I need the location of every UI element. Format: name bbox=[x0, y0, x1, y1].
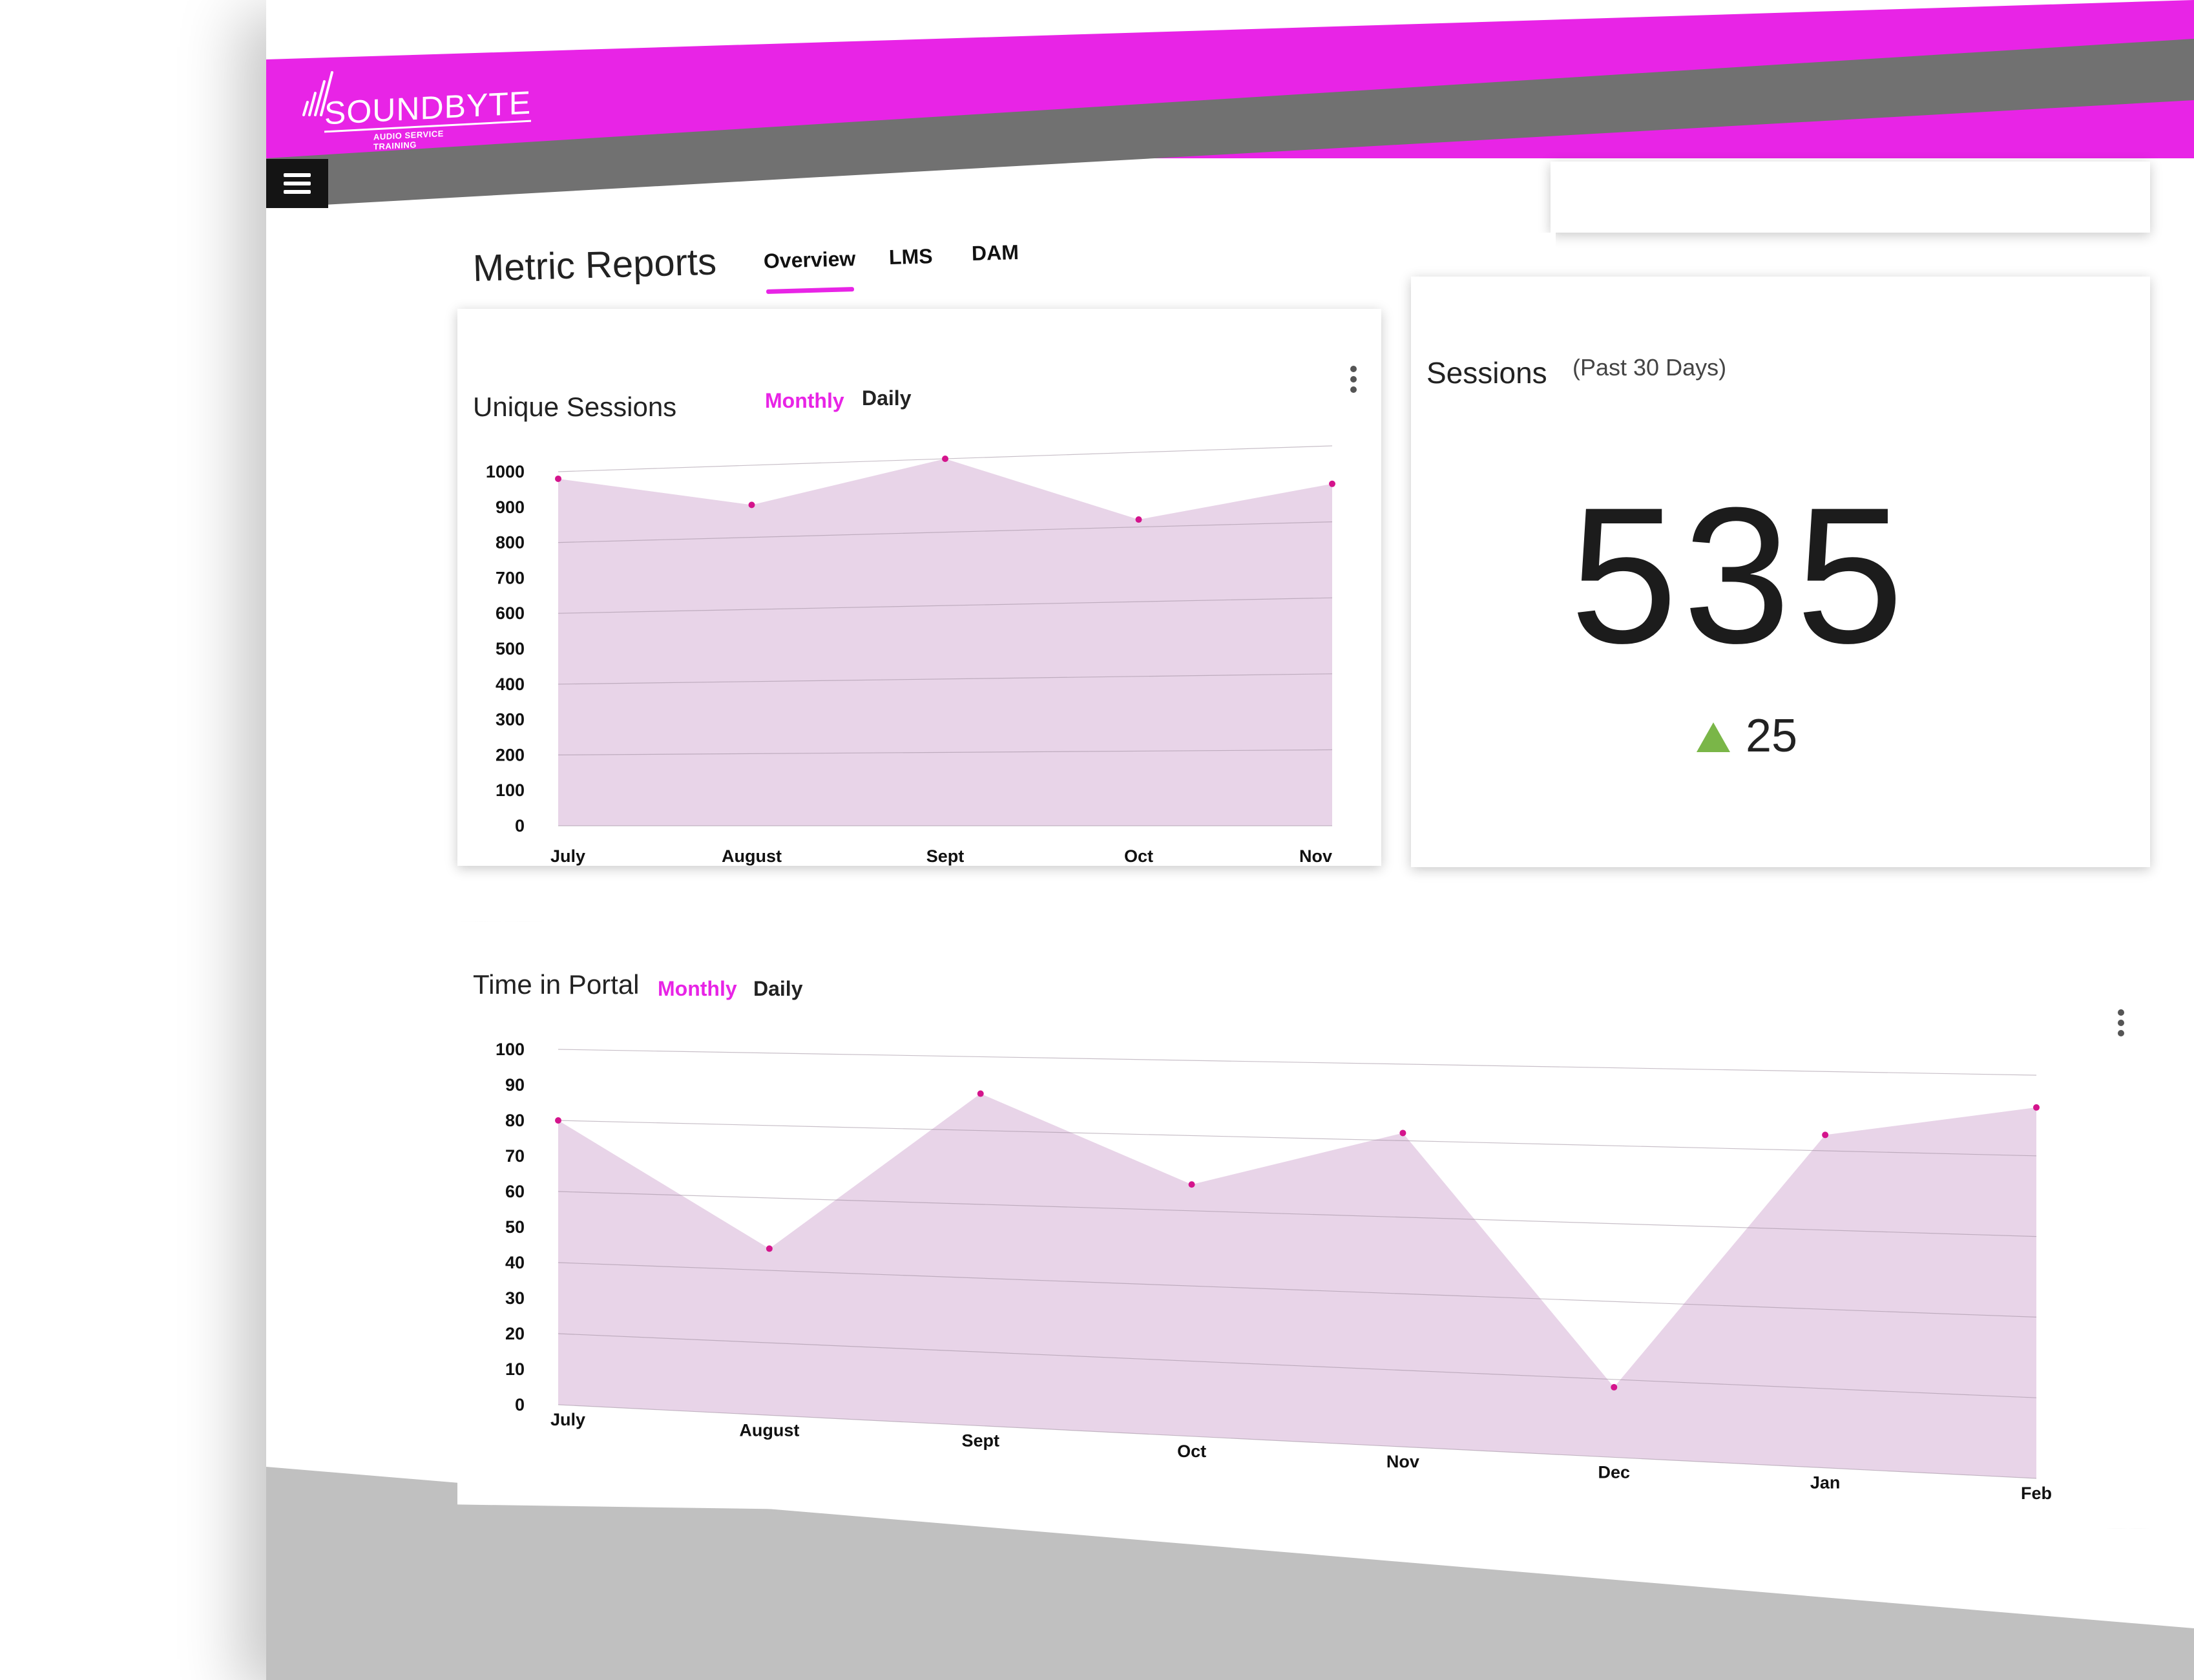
portal-point bbox=[555, 1117, 561, 1124]
sessions-y-tick-label: 100 bbox=[496, 781, 525, 800]
portal-x-tick-label: Sept bbox=[961, 1431, 999, 1451]
sessions-point bbox=[1329, 480, 1335, 487]
portal-y-tick-label: 0 bbox=[515, 1395, 525, 1414]
portal-y-tick-label: 30 bbox=[505, 1288, 525, 1308]
portal-point bbox=[2033, 1104, 2040, 1111]
portal-gridline bbox=[558, 1191, 2037, 1237]
unique-sessions-title: Unique Sessions bbox=[473, 392, 677, 422]
unique-sessions-monthly-toggle[interactable]: Monthly bbox=[765, 389, 844, 412]
sessions-gridline bbox=[558, 597, 1333, 614]
portal-point bbox=[1188, 1181, 1195, 1188]
sessions-value: 535 bbox=[1570, 467, 1909, 684]
sessions-gridline bbox=[558, 749, 1333, 756]
sessions-subtitle: (Past 30 Days) bbox=[1572, 354, 1727, 381]
brand-logo[interactable]: SOUNDBYTE AUDIO SERVICE TRAINING bbox=[301, 65, 532, 152]
logo-sound-icon bbox=[302, 71, 333, 116]
sessions-y-tick-label: 300 bbox=[496, 710, 525, 730]
portal-x-tick-label: Dec bbox=[1598, 1462, 1631, 1482]
unique-sessions-daily-toggle[interactable]: Daily bbox=[862, 386, 912, 410]
sessions-y-tick-label: 800 bbox=[496, 533, 525, 552]
sessions-y-tick-label: 0 bbox=[515, 816, 525, 835]
sessions-point bbox=[942, 456, 948, 462]
sessions-delta: 25 bbox=[1746, 710, 1798, 762]
portal-point bbox=[977, 1090, 984, 1097]
portal-y-tick-label: 70 bbox=[505, 1146, 525, 1166]
sessions-point bbox=[1135, 516, 1142, 523]
more-vertical-icon[interactable] bbox=[1350, 366, 1357, 393]
sessions-y-tick-label: 700 bbox=[496, 568, 525, 587]
menu-button[interactable] bbox=[266, 159, 328, 208]
sessions-y-tick-label: 600 bbox=[496, 604, 525, 623]
portal-gridline bbox=[558, 1049, 2037, 1076]
portal-y-tick-label: 10 bbox=[505, 1360, 525, 1379]
trend-up-icon bbox=[1697, 722, 1730, 752]
portal-y-tick-label: 20 bbox=[505, 1324, 525, 1343]
sessions-x-tick-label: July bbox=[550, 846, 585, 866]
time-in-portal-daily-toggle[interactable]: Daily bbox=[753, 977, 803, 1000]
portal-gridline bbox=[558, 1333, 2037, 1398]
sessions-y-tick-label: 500 bbox=[496, 639, 525, 658]
sessions-point bbox=[555, 475, 561, 482]
page-header-card bbox=[457, 233, 1556, 310]
portal-y-tick-label: 100 bbox=[496, 1040, 525, 1059]
portal-area bbox=[558, 1093, 2036, 1478]
portal-point bbox=[766, 1245, 773, 1252]
portal-y-tick-label: 60 bbox=[505, 1182, 525, 1201]
portal-x-tick-label: July bbox=[550, 1410, 585, 1429]
time-in-portal-monthly-toggle[interactable]: Monthly bbox=[658, 977, 737, 1000]
portal-y-tick-label: 90 bbox=[505, 1075, 525, 1095]
portal-point bbox=[1822, 1131, 1829, 1139]
portal-x-tick-label: Nov bbox=[1386, 1452, 1419, 1471]
sessions-y-tick-label: 200 bbox=[496, 745, 525, 764]
hamburger-icon bbox=[284, 173, 311, 194]
portal-y-tick-label: 50 bbox=[505, 1217, 525, 1237]
portal-gridline bbox=[558, 1404, 2037, 1479]
portal-y-tick-label: 40 bbox=[505, 1253, 525, 1272]
sessions-y-tick-label: 400 bbox=[496, 675, 525, 694]
sessions-title: Sessions bbox=[1426, 356, 1547, 390]
sessions-area bbox=[558, 459, 1332, 826]
portal-x-tick-label: Jan bbox=[1810, 1473, 1841, 1493]
more-vertical-icon[interactable] bbox=[2118, 1009, 2124, 1036]
sessions-gridline bbox=[558, 673, 1333, 685]
sessions-gridline bbox=[558, 521, 1333, 543]
portal-point bbox=[1399, 1129, 1406, 1137]
sessions-x-tick-label: Sept bbox=[926, 846, 965, 866]
portal-x-tick-label: Feb bbox=[2021, 1484, 2052, 1503]
portal-x-tick-label: August bbox=[739, 1420, 799, 1440]
sessions-x-tick-label: August bbox=[722, 846, 782, 866]
sessions-point bbox=[748, 501, 755, 509]
sessions-x-tick-label: Oct bbox=[1124, 846, 1153, 866]
portal-point bbox=[1611, 1383, 1618, 1391]
sessions-y-tick-label: 1000 bbox=[486, 462, 525, 481]
time-in-portal-title: Time in Portal bbox=[473, 969, 640, 1000]
sessions-x-tick-label: Nov bbox=[1299, 846, 1332, 866]
sessions-y-tick-label: 900 bbox=[496, 498, 525, 517]
portal-x-tick-label: Oct bbox=[1177, 1442, 1206, 1461]
portal-gridline bbox=[558, 1120, 2037, 1157]
sessions-card bbox=[1411, 277, 2150, 867]
page-header-strip bbox=[1551, 162, 2150, 233]
portal-gridline bbox=[558, 1262, 2037, 1318]
portal-y-tick-label: 80 bbox=[505, 1111, 525, 1130]
